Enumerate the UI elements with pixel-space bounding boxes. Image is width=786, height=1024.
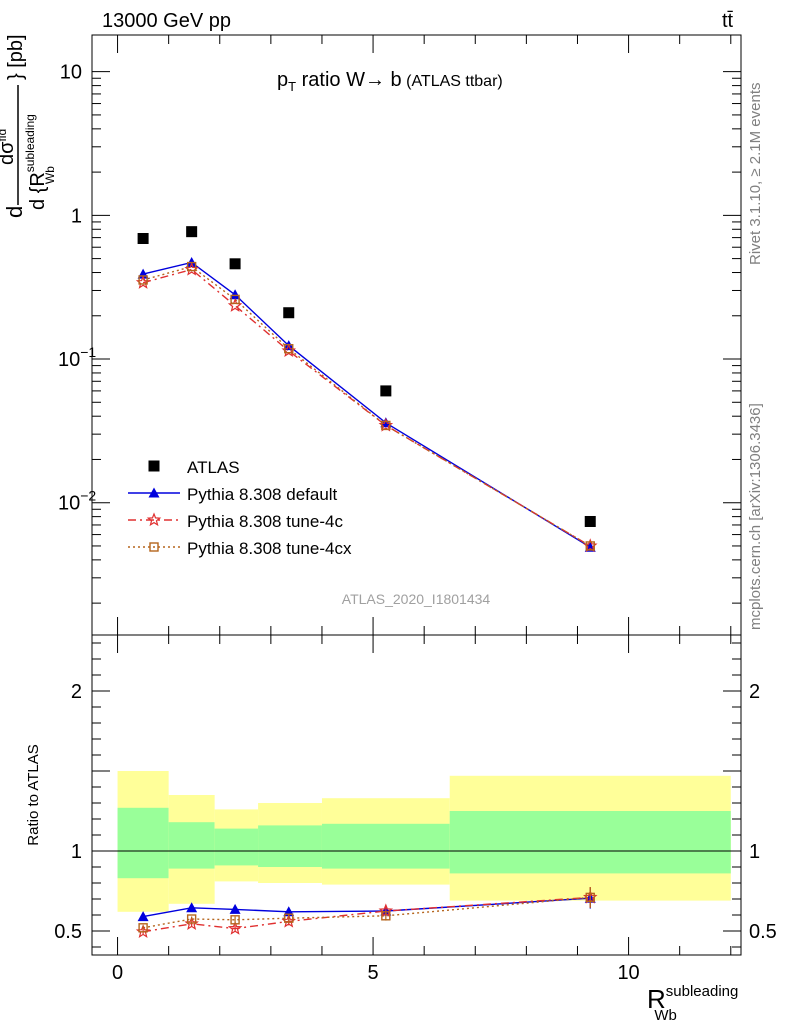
plot-title-rest: ratio W [296, 69, 365, 91]
plot-title-small: (ATLAS ttbar) [402, 73, 503, 90]
main-data-point [585, 541, 595, 551]
ratio-data-point [138, 923, 148, 933]
x-axis-label: Rsubleading Wb [647, 983, 738, 1024]
legend-entry: ATLAS [187, 458, 240, 477]
xlabel-sub: Wb [654, 1007, 677, 1024]
main-ytick-label: 10−2 [58, 488, 96, 515]
xtick-label: 10 [617, 962, 639, 984]
ratio-ytick-label: 1 [71, 841, 82, 863]
legend-entry: Pythia 8.308 tune-4c [187, 512, 343, 531]
main-series-line [142, 265, 591, 547]
plot-title: pT ratio W→ b (ATLAS ttbar) [277, 69, 503, 94]
main-data-point [283, 307, 295, 319]
main-data-point [584, 515, 596, 527]
ratio-ytick-label: 0.5 [54, 921, 82, 943]
plot-title-arrow: → [365, 69, 385, 91]
ratio-markers [135, 887, 598, 938]
ylabel-d: d [2, 206, 27, 218]
main-ytick-label: 1 [71, 205, 82, 227]
ratio-band-inner [214, 828, 259, 866]
ratio-data-point [186, 902, 198, 913]
legend-entry: Pythia 8.308 default [187, 485, 338, 504]
main-markers [135, 226, 598, 553]
ylabel-den-sub: Wb [43, 166, 57, 184]
ratio-series-line [142, 896, 591, 929]
ylabel-numerator: dσfid [0, 129, 18, 165]
ratio-data-point [284, 913, 294, 923]
main-data-point [380, 385, 392, 397]
ratio-data-point [229, 903, 241, 914]
mcplots-label: mcplots.cern.ch [arXiv:1306.3436] [747, 403, 764, 630]
xlabel-sup: subleading [666, 983, 739, 1000]
ratio-band-inner [321, 823, 450, 869]
legend-marker [149, 542, 159, 552]
ylabel-den-text: d {R [27, 172, 49, 210]
ratio-data-point [230, 915, 240, 925]
xtick-label: 5 [368, 962, 379, 984]
ratio-ytick-label: 2 [71, 681, 82, 703]
ratio-data-point [137, 911, 149, 922]
main-ytick-label: 10−1 [58, 344, 96, 371]
main-data-point [284, 343, 294, 354]
ratio-bands [117, 771, 731, 912]
legend-marker [148, 460, 160, 472]
main-data-point [229, 289, 241, 300]
ratio-band-inner [449, 811, 731, 874]
plot-title-sub: T [288, 79, 296, 94]
main-ytick-exponent: −2 [80, 488, 96, 504]
header-process: tt̄ [722, 10, 734, 32]
ratio-band-inner [258, 825, 322, 867]
main-data-point [230, 294, 240, 305]
main-data-point [138, 275, 148, 285]
header-energy: 13000 GeV pp [102, 10, 231, 32]
plot-title-p: p [277, 69, 288, 91]
ratio-ytick-label-right: 0.5 [749, 921, 777, 943]
main-ticks: 10 1 10−1 10−2 [58, 35, 741, 635]
ratio-data-point [186, 914, 197, 924]
plot-title-b: b [385, 69, 402, 91]
ratio-ylabel: Ratio to ATLAS [25, 744, 42, 845]
ratio-band-inner [168, 822, 215, 869]
ratio-ytick-label-right: 2 [749, 681, 760, 703]
ratio-panel: 0.5 0.5 1 1 2 2 0 5 10 Ratio to ATLAS Rsubleadin… [25, 634, 777, 1024]
main-data-point [186, 261, 197, 272]
ylabel-den-sup: subleading [23, 114, 37, 172]
ratio-series-line [142, 896, 591, 933]
ylabel-unit: } [pb] [5, 34, 27, 80]
legend: ATLAS Pythia 8.308 default Pythia 8.308 tu… [128, 458, 352, 558]
main-lines [142, 261, 591, 548]
legend-marker [148, 487, 160, 498]
ratio-data-point [585, 892, 595, 903]
ratio-lines [142, 896, 591, 933]
main-data-point [380, 417, 392, 428]
legend-entry: Pythia 8.308 tune-4cx [187, 539, 352, 558]
main-ytick-exponent: −1 [80, 344, 96, 360]
ylabel-num-sup: fid [0, 129, 9, 142]
ylabel-num-text: dσ [0, 141, 18, 165]
main-ylabel: d dσfid d {Rsubleading Wb } [pb] [0, 34, 57, 218]
ylabel-denominator: d {Rsubleading Wb [23, 114, 57, 210]
xtick-label: 0 [112, 962, 123, 984]
main-series-line [142, 261, 591, 548]
analysis-watermark: ATLAS_2020_I1801434 [342, 591, 491, 607]
main-data-point [229, 258, 241, 270]
ratio-series-line [142, 897, 591, 918]
ratio-ytick-label-right: 1 [749, 841, 760, 863]
main-data-point [186, 226, 198, 238]
rivet-label: Rivet 3.1.10, ≥ 2.1M events [747, 83, 764, 266]
ratio-band-inner [117, 807, 169, 879]
xlabel-R: R [647, 984, 666, 1014]
main-series-line [142, 268, 591, 547]
legend-marker [146, 512, 162, 527]
ratio-data-point [381, 911, 391, 921]
ratio-data-point [227, 920, 243, 935]
main-data-point [137, 233, 149, 245]
main-data-point [381, 420, 391, 431]
ratio-ticks: 0.5 0.5 1 1 2 2 0 5 10 [54, 635, 777, 984]
main-ytick-label: 10 [60, 62, 82, 84]
ratio-frame [91, 634, 742, 956]
